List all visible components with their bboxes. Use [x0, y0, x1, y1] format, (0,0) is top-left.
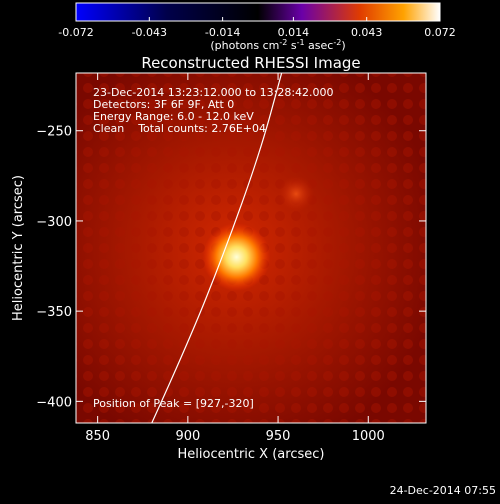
timestamp: 24-Dec-2014 07:55 — [390, 484, 496, 497]
chart-title: Reconstructed RHESSI Image — [141, 54, 360, 72]
annotation-detectors: Detectors: 3F 6F 9F, Att 0 — [93, 98, 234, 111]
colorbar-tick-label: -0.014 — [205, 26, 240, 39]
y-axis: −250 −300 −350 −400 — [36, 125, 426, 410]
colorbar-tick-label: 0.014 — [278, 26, 310, 39]
colorbar-tick-label: 0.043 — [351, 26, 383, 39]
y-tick-label: −250 — [36, 125, 72, 140]
colorbar-unit-label: (photons cm-2 s-1 asec-2) — [210, 38, 345, 52]
x-axis: 850 900 950 1000 — [85, 73, 385, 444]
y-axis-label: Heliocentric Y (arcsec) — [11, 175, 26, 321]
y-tick-label: −300 — [36, 215, 72, 230]
x-tick-label: 850 — [85, 429, 110, 444]
peak-position-label: Position of Peak = [927,-320] — [93, 397, 254, 410]
colorbar: -0.072 -0.043 -0.014 0.014 0.043 0.072 (photo… — [58, 2, 456, 52]
colorbar-tick-label: -0.072 — [58, 26, 93, 39]
x-axis-label: Heliocentric X (arcsec) — [178, 447, 325, 462]
y-tick-label: −400 — [36, 395, 72, 410]
peak-source — [202, 223, 271, 292]
x-tick-label: 900 — [175, 429, 200, 444]
x-tick-label: 950 — [266, 429, 291, 444]
annotation-counts: Clean Total counts: 2.76E+04 — [93, 122, 266, 135]
annotations: 23-Dec-2014 13:23:12.000 to 13:28:42.000… — [93, 86, 334, 410]
annotation-time-range: 23-Dec-2014 13:23:12.000 to 13:28:42.000 — [93, 86, 334, 99]
plot-frame — [75, 72, 427, 424]
colorbar-tick-label: -0.043 — [132, 26, 167, 39]
x-tick-label: 1000 — [352, 429, 385, 444]
solar-limb-curve — [151, 73, 283, 423]
plot-area — [76, 73, 426, 423]
colorbar-gradient — [75, 2, 441, 22]
y-tick-label: −350 — [36, 305, 72, 320]
annotation-energy-range: Energy Range: 6.0 - 12.0 keV — [93, 110, 254, 123]
colorbar-tick-label: 0.072 — [424, 26, 456, 39]
secondary-source — [278, 175, 315, 212]
